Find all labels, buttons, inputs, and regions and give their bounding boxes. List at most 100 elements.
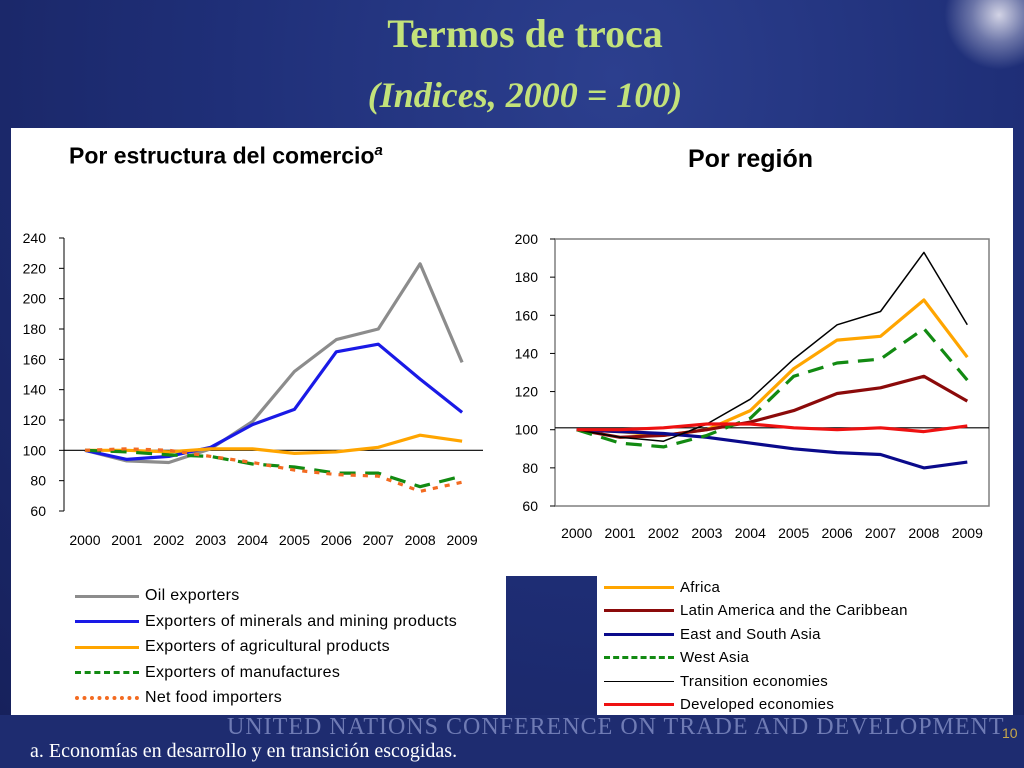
legend-swatch (75, 620, 139, 623)
series-line (576, 327, 969, 449)
series-line (576, 428, 968, 470)
y-tick-label: 200 (23, 291, 47, 307)
x-tick-label: 2001 (605, 525, 636, 541)
page-number: 10 (1002, 725, 1018, 741)
legend-label: East and South Asia (680, 625, 821, 643)
legend-label: Exporters of minerals and mining product… (145, 612, 457, 630)
y-tick-label: 140 (23, 382, 47, 398)
series-line (576, 422, 968, 434)
y-tick-label: 80 (30, 473, 46, 489)
footnote: a. Economías en desarrollo y en transici… (30, 740, 458, 762)
legend-label: Oil exporters (145, 587, 240, 604)
x-tick-label: 2003 (195, 532, 226, 548)
legend-label: Latin America and the Caribbean (680, 602, 908, 619)
legend-item: West Asia (604, 647, 749, 669)
series-east-and-south-asia (576, 428, 968, 470)
legend-label: Exporters of manufactures (145, 663, 341, 681)
chart-panel-region: Por región 60 80 100 120 140 160 180 200 2000 200… (505, 128, 1013, 576)
footer-band (0, 715, 1024, 768)
legend-label: Africa (680, 578, 721, 596)
slide-subtitle: (Indices, 2000 = 100) (367, 75, 683, 115)
y-tick-label: 160 (515, 307, 539, 323)
x-tick-label: 2002 (648, 525, 679, 541)
legend-swatch (604, 680, 674, 682)
chart-region: 60 80 100 120 140 160 180 200 2000 2001 2002 2003 20… (515, 231, 990, 541)
series-line (576, 374, 969, 439)
x-tick-label: 2005 (778, 525, 809, 541)
chart-title-footnote-marker: a (374, 142, 383, 159)
x-tick-label: 2004 (735, 525, 766, 541)
y-tick-label: 220 (23, 260, 47, 276)
x-tick-label: 2004 (237, 532, 268, 548)
y-tick-label: 60 (30, 503, 46, 519)
x-tick-label: 2000 (69, 532, 100, 548)
x-tick-label: 2006 (321, 532, 352, 548)
chart-title-text: Por estructura del comercio (69, 142, 375, 169)
y-tick-label: 140 (515, 345, 539, 361)
x-tick-label: 2002 (153, 532, 184, 548)
series-oil-exporters (84, 262, 464, 465)
x-tick-label: 2009 (446, 532, 477, 548)
legend-swatch (75, 645, 139, 649)
legend-item: Africa (604, 576, 720, 598)
y-tick-label: 100 (515, 422, 539, 438)
x-tick-label: 2005 (279, 532, 310, 548)
legend-label: Developed economies (680, 696, 835, 713)
legend-item: Exporters of minerals and mining product… (75, 611, 457, 633)
series-exporters-of-manufactures (84, 448, 463, 489)
x-tick-label: 2007 (363, 532, 394, 548)
legend-swatch (75, 594, 139, 598)
x-tick-label: 2001 (111, 532, 142, 548)
chart-trade-structure: 60 80 100 120 140 160 180 200 220 240 2000 2001 2002… (23, 230, 483, 548)
y-tick-label: 80 (522, 460, 538, 476)
series-transition-economies (576, 251, 968, 442)
legend-item: Exporters of manufactures (75, 662, 340, 684)
legend-swatch (75, 671, 139, 674)
legend-panel-region: Africa Latin America and the Caribbean Eas… (597, 576, 1013, 716)
x-tick-label: 2003 (691, 525, 722, 541)
legend-swatch (604, 609, 674, 612)
legend-item: Latin America and the Caribbean (604, 600, 908, 622)
y-tick-label: 180 (23, 321, 47, 337)
y-tick-label: 180 (515, 269, 539, 285)
legend-item: Transition economies (604, 670, 828, 692)
legend-item: Net food importers (75, 687, 282, 709)
series-line (84, 448, 463, 489)
chart-panel-trade-structure: Por estructura del comercioa 60 80 100 120 1… (11, 128, 506, 715)
series-latin-america-and-the-caribbean (576, 374, 969, 439)
series-line (84, 447, 463, 493)
legend-item: Developed economies (604, 694, 834, 716)
x-tick-label: 2008 (405, 532, 436, 548)
legend-swatch (604, 703, 674, 706)
y-tick-label: 60 (522, 498, 538, 514)
legend-item: Oil exporters (75, 585, 240, 607)
legend-label: Net food importers (145, 689, 283, 706)
plot-frame (554, 238, 990, 507)
series-line (576, 251, 968, 442)
series-net-food-importers (84, 447, 463, 493)
series-exporters-of-minerals-and-mining-products (84, 342, 464, 461)
x-tick-label: 2006 (822, 525, 853, 541)
series-line (84, 262, 464, 465)
chart-title-region: Por región (688, 145, 814, 173)
legend-swatch (604, 632, 674, 636)
y-tick-label: 240 (23, 230, 47, 246)
x-tick-label: 2000 (561, 525, 592, 541)
x-tick-label: 2007 (865, 525, 896, 541)
legend-label: Transition economies (680, 672, 829, 690)
footer-organization: UNITED NATIONS CONFERENCE ON TRADE AND D… (227, 714, 1005, 740)
series-west-asia (576, 327, 969, 449)
chart-title-trade-structure: Por estructura del comercioa (69, 142, 383, 170)
y-tick-label: 200 (515, 231, 539, 247)
slide-title: Termos de troca (387, 11, 663, 56)
y-tick-label: 120 (515, 384, 539, 400)
legend-swatch (604, 656, 674, 659)
legend-item: Exporters of agricultural products (75, 636, 390, 658)
legend-label: Exporters of agricultural products (145, 638, 390, 655)
series-developed-economies (576, 422, 968, 434)
y-tick-label: 120 (23, 412, 47, 428)
y-tick-label: 160 (23, 351, 47, 367)
x-tick-label: 2008 (908, 525, 939, 541)
legend-item: East and South Asia (604, 623, 821, 645)
series-line (84, 342, 464, 461)
